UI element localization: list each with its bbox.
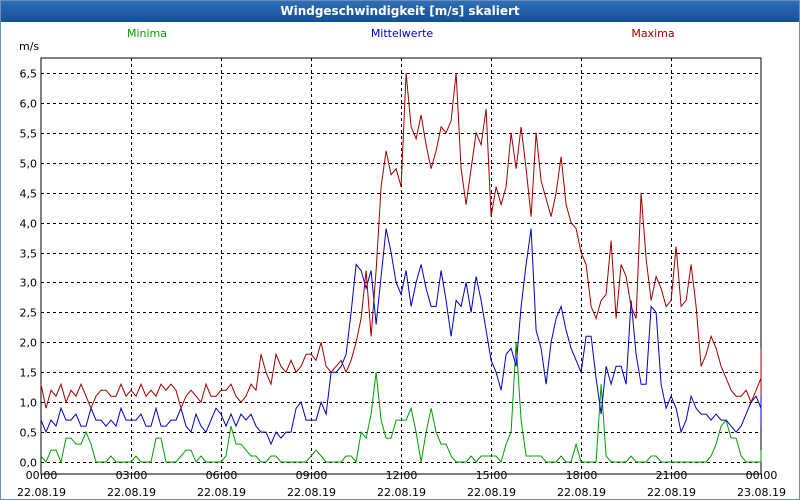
plot-area bbox=[40, 57, 762, 475]
window-title: Windgeschwindigkeit [m/s] skaliert bbox=[1, 1, 799, 22]
y-axis-label: m/s bbox=[19, 40, 39, 53]
series-line-minima bbox=[40, 342, 762, 464]
legend-maxima: Maxima bbox=[631, 27, 674, 40]
y-tick-label: 0,0 bbox=[20, 457, 38, 470]
x-tick-time: 03:00 bbox=[116, 469, 148, 482]
y-tick-label: 2,5 bbox=[20, 307, 38, 320]
wind-speed-chart: 0,0 0,5 1,0 1,5 2,0 2,5 3,0 3,5 4,0 4,5 5,0 5,5 6,0 6… bbox=[17, 27, 786, 499]
x-tick-date: 22.08.19 bbox=[17, 486, 66, 499]
y-tick-label: 4,5 bbox=[20, 188, 38, 201]
y-tick-label: 3,5 bbox=[20, 248, 38, 261]
x-tick-time: 09:00 bbox=[296, 469, 328, 482]
series-lines bbox=[40, 72, 762, 464]
x-tick-date: 22.08.19 bbox=[467, 486, 516, 499]
x-tick-time: 15:00 bbox=[476, 469, 508, 482]
x-tick-time: 00:00 bbox=[746, 469, 778, 482]
x-axis-ticks: 00:00 22.08.19 03:00 22.08.19 06:00 22.08.19 0… bbox=[17, 469, 786, 499]
x-tick-time: 00:00 bbox=[26, 469, 58, 482]
x-tick-date: 22.08.19 bbox=[197, 486, 246, 499]
y-tick-label: 5,5 bbox=[20, 128, 38, 141]
x-tick-time: 06:00 bbox=[206, 469, 238, 482]
legend-mittelwerte: Mittelwerte bbox=[371, 27, 434, 40]
y-tick-label: 6,0 bbox=[20, 98, 38, 111]
x-tick-time: 18:00 bbox=[566, 469, 598, 482]
y-axis-ticks: 0,0 0,5 1,0 1,5 2,0 2,5 3,0 3,5 4,0 4,5 5,0 5,5 6,0 6… bbox=[20, 68, 38, 470]
y-tick-label: 2,0 bbox=[20, 337, 38, 350]
x-tick-time: 21:00 bbox=[656, 469, 688, 482]
x-tick-date: 22.08.19 bbox=[647, 486, 696, 499]
x-tick-date: 22.08.19 bbox=[377, 486, 426, 499]
x-tick-date: 22.08.19 bbox=[557, 486, 606, 499]
x-tick-date: 22.08.19 bbox=[107, 486, 156, 499]
x-tick-time: 12:00 bbox=[386, 469, 418, 482]
y-tick-label: 1,0 bbox=[20, 397, 38, 410]
x-tick-date: 22.08.19 bbox=[287, 486, 336, 499]
series-line-mittelwerte bbox=[40, 228, 762, 446]
legend-minima: Minima bbox=[127, 27, 167, 40]
y-tick-label: 4,0 bbox=[20, 218, 38, 231]
x-tick-date: 23.08.19 bbox=[737, 486, 786, 499]
y-tick-label: 5,0 bbox=[20, 158, 38, 171]
y-tick-label: 0,5 bbox=[20, 427, 38, 440]
series-line-maxima bbox=[40, 72, 762, 410]
y-tick-label: 3,0 bbox=[20, 277, 38, 290]
y-tick-label: 1,5 bbox=[20, 367, 38, 380]
y-tick-label: 6,5 bbox=[20, 68, 38, 81]
